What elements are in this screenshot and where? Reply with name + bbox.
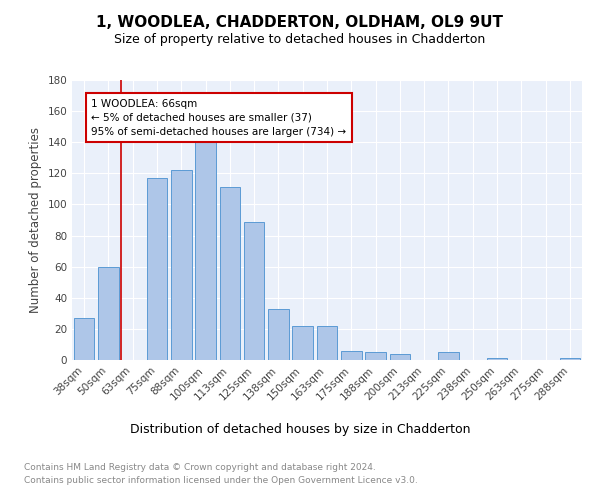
Bar bbox=[268, 308, 289, 360]
Bar bbox=[98, 266, 119, 360]
Text: Size of property relative to detached houses in Chadderton: Size of property relative to detached ho… bbox=[115, 32, 485, 46]
Text: Contains HM Land Registry data © Crown copyright and database right 2024.: Contains HM Land Registry data © Crown c… bbox=[24, 462, 376, 471]
Text: Distribution of detached houses by size in Chadderton: Distribution of detached houses by size … bbox=[130, 422, 470, 436]
Text: Contains public sector information licensed under the Open Government Licence v3: Contains public sector information licen… bbox=[24, 476, 418, 485]
Bar bbox=[220, 188, 240, 360]
Bar bbox=[487, 358, 508, 360]
Text: 1 WOODLEA: 66sqm
← 5% of detached houses are smaller (37)
95% of semi-detached h: 1 WOODLEA: 66sqm ← 5% of detached houses… bbox=[91, 98, 347, 136]
Bar bbox=[438, 352, 459, 360]
Bar bbox=[171, 170, 191, 360]
Bar bbox=[341, 350, 362, 360]
Bar bbox=[195, 132, 216, 360]
Y-axis label: Number of detached properties: Number of detached properties bbox=[29, 127, 42, 313]
Bar bbox=[244, 222, 265, 360]
Bar bbox=[146, 178, 167, 360]
Bar bbox=[74, 318, 94, 360]
Bar bbox=[292, 326, 313, 360]
Bar bbox=[365, 352, 386, 360]
Bar bbox=[389, 354, 410, 360]
Bar bbox=[560, 358, 580, 360]
Text: 1, WOODLEA, CHADDERTON, OLDHAM, OL9 9UT: 1, WOODLEA, CHADDERTON, OLDHAM, OL9 9UT bbox=[97, 15, 503, 30]
Bar bbox=[317, 326, 337, 360]
